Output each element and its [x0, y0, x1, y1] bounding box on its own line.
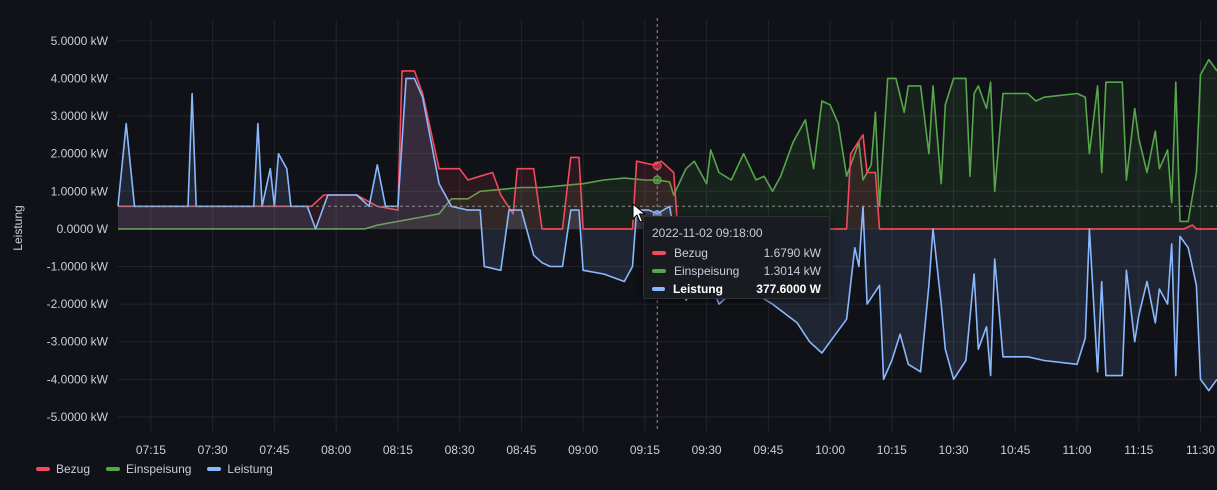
x-tick-label: 07:30 — [198, 443, 228, 457]
legend-item-einspeisung[interactable]: Einspeisung — [106, 462, 191, 476]
y-tick-label: 4.0000 kW — [51, 71, 109, 85]
y-tick-label: 3.0000 kW — [51, 109, 109, 123]
legend-swatch-icon — [36, 467, 50, 471]
legend-label: Bezug — [56, 462, 91, 476]
axes: 5.0000 kW 4.0000 kW 3.0000 kW 2.0000 kW 1.00… — [47, 34, 1216, 457]
x-tick-label: 10:15 — [877, 443, 907, 457]
x-tick-label: 09:45 — [753, 443, 783, 457]
legend-label: Einspeisung — [126, 462, 192, 476]
x-tick-label: 08:30 — [445, 443, 475, 457]
series-line-bezug — [118, 70, 1217, 230]
y-tick-label: -5.0000 kW — [47, 410, 109, 424]
tooltip-series-name: Einspeisung — [673, 264, 740, 278]
y-tick-label: -3.0000 kW — [47, 335, 109, 349]
x-tick-label: 09:00 — [568, 443, 598, 457]
series-swatch-icon — [652, 269, 666, 273]
series-line-einspeisung — [118, 58, 1217, 230]
time-series-chart[interactable]: 5.0000 kW 4.0000 kW 3.0000 kW 2.0000 kW 1.00… — [0, 0, 1217, 460]
tooltip-series-name: Bezug — [673, 246, 708, 260]
tooltip-row: Bezug 1.6790 kW — [652, 244, 821, 262]
legend-swatch-icon — [106, 467, 121, 471]
series-area-einspeisung — [118, 59, 1217, 229]
mouse-pointer-icon — [632, 203, 646, 223]
y-tick-label: -2.0000 kW — [47, 297, 109, 311]
x-tick-label: 07:15 — [136, 443, 166, 457]
x-tick-label: 09:15 — [630, 443, 660, 457]
y-axis-label: Leistung — [11, 205, 25, 251]
x-tick-label: 08:15 — [383, 443, 413, 457]
tooltip-rows: Bezug 1.6790 kW Einspeisung 1.3014 kW Leistu… — [652, 244, 821, 298]
series-swatch-icon — [652, 287, 665, 291]
tooltip-series-name: Leistung — [672, 282, 723, 296]
tooltip-time: 2022-11-02 09:18:00 — [652, 226, 763, 240]
x-tick-label: 08:00 — [321, 443, 351, 457]
y-tick-label: 0.0000 W — [57, 222, 109, 236]
tooltip-series-value: 1.3014 kW — [763, 264, 821, 278]
x-tick-label: 10:30 — [939, 443, 969, 457]
x-tick-label: 11:00 — [1062, 443, 1091, 457]
hover-dot-bezug — [652, 161, 662, 171]
x-tick-label: 10:45 — [1000, 443, 1030, 457]
legend-swatch-icon — [207, 467, 222, 471]
x-tick-label: 11:15 — [1124, 443, 1153, 457]
y-tick-label: -1.0000 kW — [47, 259, 109, 273]
x-tick-label: 11:30 — [1186, 443, 1215, 457]
tooltip-series-value: 377.6000 W — [756, 282, 821, 296]
series-area-bezug — [118, 70, 1217, 229]
x-tick-label: 07:45 — [259, 443, 289, 457]
y-tick-label: 1.0000 kW — [51, 184, 109, 198]
legend-label: Leistung — [227, 462, 273, 476]
tooltip-row: Leistung 377.6000 W — [652, 280, 821, 298]
y-tick-label: 5.0000 kW — [51, 34, 109, 48]
hover-tooltip: 2022-11-02 09:18:00 Bezug 1.6790 kW Einspe… — [643, 216, 830, 299]
y-tick-label: -4.0000 kW — [47, 372, 109, 386]
x-tick-label: 09:30 — [692, 443, 722, 457]
series-swatch-icon — [652, 251, 666, 255]
legend-item-leistung[interactable]: Leistung — [207, 462, 273, 476]
hover-dot-einspeisung — [652, 175, 662, 185]
tooltip-row: Einspeisung 1.3014 kW — [652, 262, 821, 280]
legend: Bezug Einspeisung Leistung — [36, 462, 273, 476]
x-tick-label: 10:00 — [815, 443, 845, 457]
tooltip-series-value: 1.6790 kW — [763, 246, 821, 260]
y-tick-label: 2.0000 kW — [51, 147, 109, 161]
x-tick-label: 08:45 — [506, 443, 536, 457]
legend-item-bezug[interactable]: Bezug — [36, 462, 90, 476]
